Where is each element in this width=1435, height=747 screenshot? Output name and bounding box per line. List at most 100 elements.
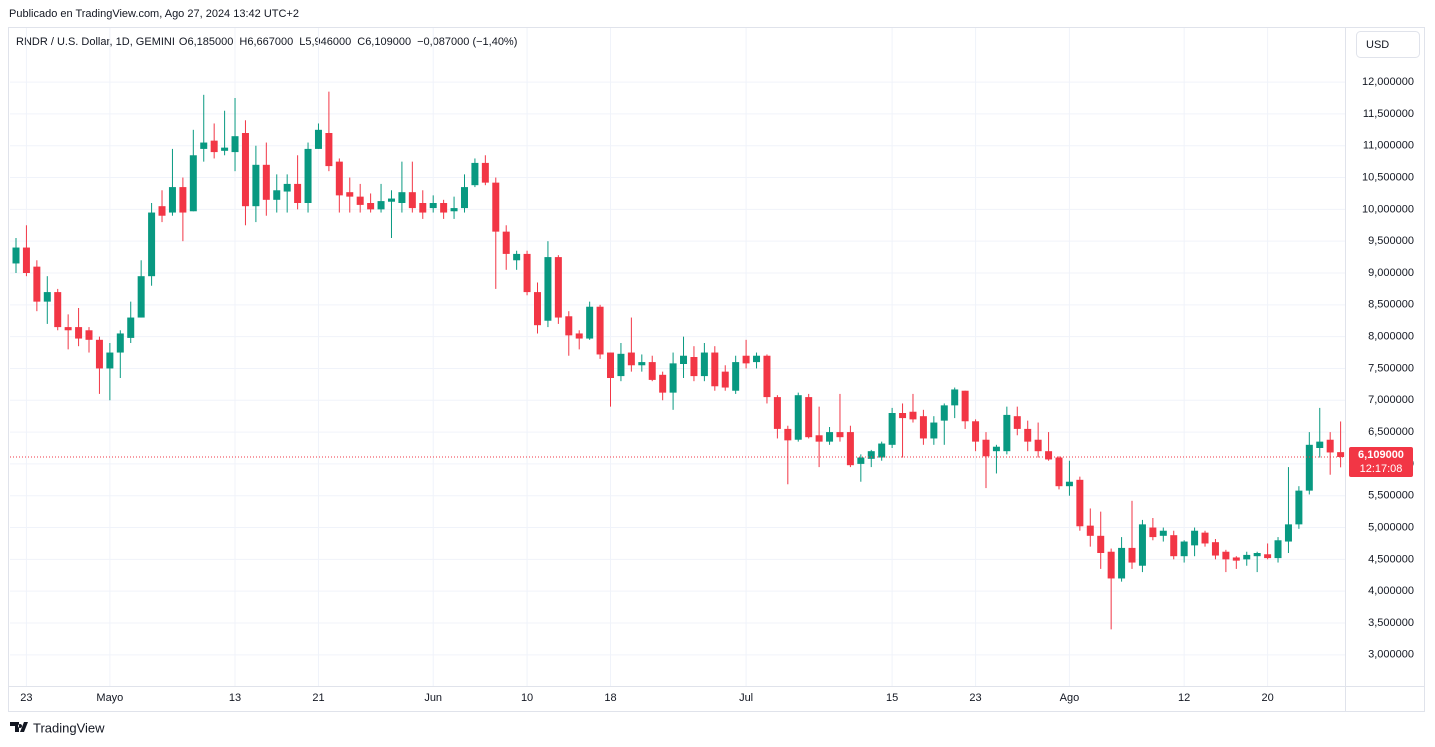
x-tick-label: 15: [886, 692, 898, 704]
candle-body: [544, 257, 552, 321]
candle-body: [492, 182, 500, 232]
candle-body: [1097, 535, 1105, 553]
candle-body: [1118, 547, 1126, 579]
ohlc-legend: RNDR / U.S. Dollar, 1D, GEMINI O 6,185000 H…: [16, 36, 517, 48]
candle-body: [429, 203, 437, 209]
candle-body: [106, 352, 114, 369]
y-tick-label: 3,000000: [1368, 649, 1414, 661]
candle-body: [1013, 416, 1021, 429]
candle-body: [1086, 525, 1094, 536]
legend-item: H: [239, 36, 247, 48]
candle-body: [951, 389, 959, 406]
candle-body: [1201, 532, 1209, 544]
candle-body: [753, 355, 761, 363]
legend-item: O: [179, 36, 188, 48]
y-tick-label: 5,000000: [1368, 521, 1414, 533]
candle-body: [513, 253, 521, 261]
candle-body: [335, 161, 343, 196]
candle-body: [1055, 457, 1063, 487]
candle-body: [179, 187, 187, 213]
candle-body: [909, 411, 917, 420]
candle-body: [43, 292, 51, 302]
candle-body: [304, 148, 312, 203]
candle-body: [408, 192, 416, 209]
candle-body: [784, 428, 792, 441]
candle-body: [200, 142, 208, 149]
candle-body: [700, 352, 708, 377]
candle-body: [794, 395, 802, 440]
candle-body: [22, 247, 30, 273]
x-tick-label: 23: [969, 692, 981, 704]
x-tick-label: 10: [521, 692, 533, 704]
candle-body: [377, 201, 385, 210]
candle-body: [836, 432, 844, 438]
candle-body: [419, 203, 427, 213]
candle-body: [75, 327, 83, 339]
candle-body: [252, 164, 260, 207]
candle-body: [659, 374, 667, 393]
y-tick-label: 10,500000: [1362, 171, 1414, 183]
candle-body: [1316, 441, 1324, 448]
candle-body: [1045, 451, 1053, 460]
chart-frame: [8, 27, 1425, 712]
candle-body: [534, 292, 541, 326]
y-tick-label: 10,000000: [1362, 203, 1414, 215]
candle-body: [815, 435, 823, 442]
candle-body: [440, 203, 448, 213]
y-tick-label: 7,000000: [1368, 394, 1414, 406]
candle-body: [189, 155, 197, 212]
candle-body: [450, 208, 458, 212]
candle-body: [1138, 524, 1146, 566]
last-price-label: 6,109000: [1358, 449, 1404, 461]
candle-body: [982, 439, 990, 457]
legend-item: 6,109000: [365, 36, 411, 48]
candle-body: [231, 136, 239, 153]
y-tick-label: 9,500000: [1368, 235, 1414, 247]
candle-body: [387, 198, 395, 202]
candle-body: [930, 422, 938, 439]
candle-body: [314, 129, 322, 149]
candle-body: [878, 443, 886, 458]
candle-body: [1191, 530, 1199, 546]
candle-body: [148, 212, 156, 277]
candle-body: [638, 362, 646, 366]
y-tick-label: 4,500000: [1368, 553, 1414, 565]
x-tick-label: 13: [229, 692, 241, 704]
candle-body: [617, 353, 625, 377]
candle-body: [367, 203, 375, 210]
grid: [10, 28, 1345, 686]
currency-button[interactable]: [1356, 31, 1420, 58]
x-tick-label: 21: [312, 692, 324, 704]
candle-body: [1065, 481, 1073, 487]
y-tick-label: 11,500000: [1363, 108, 1414, 120]
candle-body: [1128, 547, 1136, 563]
candle-body: [773, 397, 781, 429]
candle-body: [1295, 490, 1303, 525]
candle-body: [669, 363, 677, 393]
candle-body: [356, 196, 364, 205]
candle-body: [1253, 553, 1261, 557]
currency-label[interactable]: USD: [1366, 39, 1389, 51]
y-tick-label: 6,500000: [1368, 426, 1414, 438]
candle-body: [346, 192, 354, 197]
candle-body: [398, 192, 406, 203]
candle-body: [554, 257, 562, 318]
candle-body: [1337, 452, 1345, 457]
candle-body: [168, 187, 176, 213]
candle-body: [721, 371, 729, 388]
candle-body: [972, 421, 980, 442]
candle-body: [116, 333, 124, 353]
candle-body: [596, 306, 604, 355]
candle-body: [1264, 554, 1272, 559]
candle-body: [294, 183, 302, 203]
candle-body: [1222, 551, 1230, 560]
legend-item: 6,185000: [187, 36, 233, 48]
candle-body: [1326, 439, 1334, 453]
candle-body: [1180, 541, 1188, 557]
legend-item: −0,087000 (−1,40%): [417, 36, 517, 48]
candle-body: [732, 362, 740, 391]
y-tick-label: 4,000000: [1368, 585, 1414, 597]
candle-body: [523, 253, 531, 293]
candle-body: [575, 333, 583, 339]
legend-item: L: [299, 36, 305, 48]
